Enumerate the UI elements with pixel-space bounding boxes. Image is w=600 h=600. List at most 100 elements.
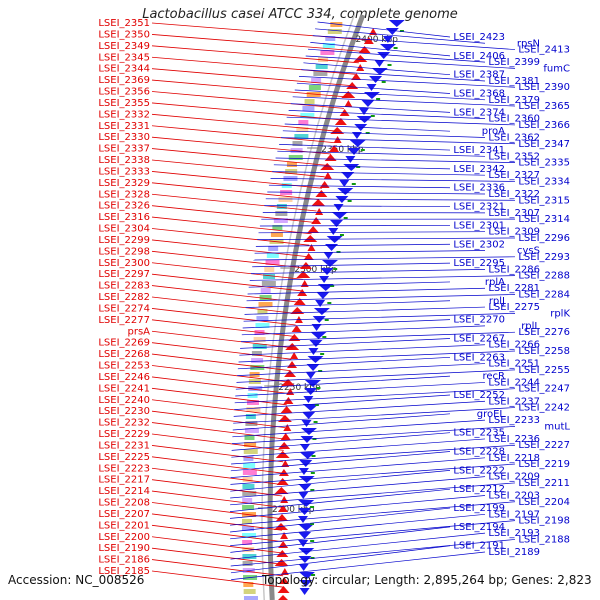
reverse-gene-arrow: [324, 154, 337, 161]
right-gene-label: LSEI_2242: [518, 403, 570, 414]
right-leader-line: [252, 262, 451, 268]
reverse-gene-arrow: [300, 280, 309, 287]
right-leader-line: [246, 294, 516, 302]
right-leader-line: [294, 89, 486, 101]
gene-marker: [370, 115, 375, 117]
gene-band: [242, 526, 255, 531]
forward-gene-arrow: [312, 316, 326, 323]
gene-band: [265, 260, 280, 265]
forward-gene-arrow: [371, 68, 388, 75]
forward-gene-arrow: [321, 260, 338, 267]
left-leader-line: [151, 285, 300, 303]
gene-marker: [310, 523, 315, 525]
left-gene-label: LSEI_2268: [98, 349, 150, 360]
right-gene-label: LSEI_2321: [453, 202, 505, 213]
right-gene-label: rplA: [485, 277, 505, 288]
left-gene-label: LSEI_2331: [98, 121, 150, 132]
reverse-gene-arrow: [291, 325, 302, 332]
right-gene-label: LSEI_2251: [488, 359, 540, 370]
forward-gene-arrow: [299, 452, 316, 459]
right-leader-line: [250, 269, 486, 274]
right-leader-line: [230, 470, 451, 492]
right-gene-label: LSEI_2347: [518, 139, 570, 150]
left-gene-label: LSEI_2185: [98, 566, 150, 577]
left-leader-line: [151, 330, 293, 349]
right-gene-label: LSEI_2199: [453, 503, 505, 514]
right-gene-label: LSEI_2341: [453, 145, 505, 156]
left-leader-line: [151, 570, 284, 588]
forward-gene-arrow: [320, 268, 334, 275]
right-leader-line: [230, 526, 451, 553]
right-gene-label: LSEI_2266: [488, 340, 540, 351]
gene-band: [288, 155, 303, 160]
right-gene-label: LSEI_2327: [488, 170, 540, 181]
gene-band: [285, 169, 298, 174]
forward-gene-arrow: [316, 292, 330, 299]
right-gene-label: LSEI_2399: [488, 57, 540, 68]
left-leader-line: [151, 547, 283, 565]
reverse-gene-arrow: [281, 379, 296, 386]
gene-marker: [376, 98, 381, 100]
right-gene-label: LSEI_2295: [453, 258, 505, 269]
right-leader-line: [254, 250, 486, 254]
forward-gene-arrow: [349, 140, 366, 147]
right-leader-line: [288, 110, 486, 119]
gene-band: [296, 127, 309, 132]
right-gene-label: LSEI_2228: [453, 447, 505, 458]
forward-gene-arrow: [380, 44, 397, 51]
gene-band: [243, 589, 256, 594]
left-gene-label: LSEI_2230: [98, 406, 150, 417]
gene-marker: [343, 217, 348, 219]
forward-gene-arrow: [385, 28, 399, 35]
forward-gene-arrow: [298, 572, 315, 579]
right-leader-line: [270, 178, 516, 182]
right-gene-label: LSEI_2191: [453, 541, 505, 552]
reverse-gene-arrow: [333, 136, 342, 143]
gene-marker: [310, 506, 315, 508]
gene-band: [261, 281, 276, 286]
right-leader-line: [230, 513, 486, 540]
gene-marker: [310, 472, 315, 474]
forward-gene-arrow: [301, 420, 312, 427]
left-gene-label: LSEI_2200: [98, 532, 150, 543]
forward-gene-arrow: [304, 388, 318, 395]
left-gene-label: LSEI_2253: [98, 361, 150, 372]
right-leader-line: [299, 76, 516, 88]
forward-gene-arrow: [328, 228, 339, 235]
forward-gene-arrow: [298, 564, 309, 571]
left-leader-line: [151, 502, 283, 520]
reverse-gene-arrow: [341, 91, 356, 98]
forward-gene-arrow: [341, 172, 355, 179]
left-leader-line: [151, 102, 341, 121]
right-leader-line: [301, 69, 486, 82]
right-leader-line: [259, 225, 451, 227]
forward-gene-arrow: [302, 412, 316, 419]
forward-gene-arrow: [323, 252, 334, 259]
gene-marker: [316, 387, 321, 389]
right-leader-line: [237, 363, 486, 376]
left-leader-line: [151, 136, 331, 155]
reverse-gene-arrow: [285, 343, 300, 350]
reverse-gene-arrow: [303, 235, 318, 242]
left-gene-label: LSEI_2345: [98, 52, 150, 63]
left-gene-label: LSEI_2330: [98, 132, 150, 143]
left-gene-label: LSEI_2344: [98, 64, 150, 75]
right-leader-line: [239, 344, 486, 356]
forward-gene-arrow: [298, 532, 312, 539]
reverse-gene-arrow: [280, 496, 289, 503]
right-gene-label: LSEI_2413: [518, 45, 570, 56]
right-leader-line: [247, 287, 486, 295]
right-leader-line: [232, 419, 486, 438]
gene-marker: [387, 64, 392, 66]
gene-band: [263, 274, 276, 279]
left-gene-label: prsA: [127, 326, 150, 337]
right-leader-line: [248, 281, 451, 288]
forward-gene-arrow: [310, 332, 327, 339]
left-gene-label: LSEI_2186: [98, 555, 150, 566]
right-leader-line: [305, 55, 516, 69]
gene-band: [259, 295, 272, 300]
right-leader-line: [317, 21, 451, 38]
gene-band: [327, 29, 342, 34]
left-leader-line: [151, 193, 317, 212]
forward-gene-arrow: [313, 308, 330, 315]
